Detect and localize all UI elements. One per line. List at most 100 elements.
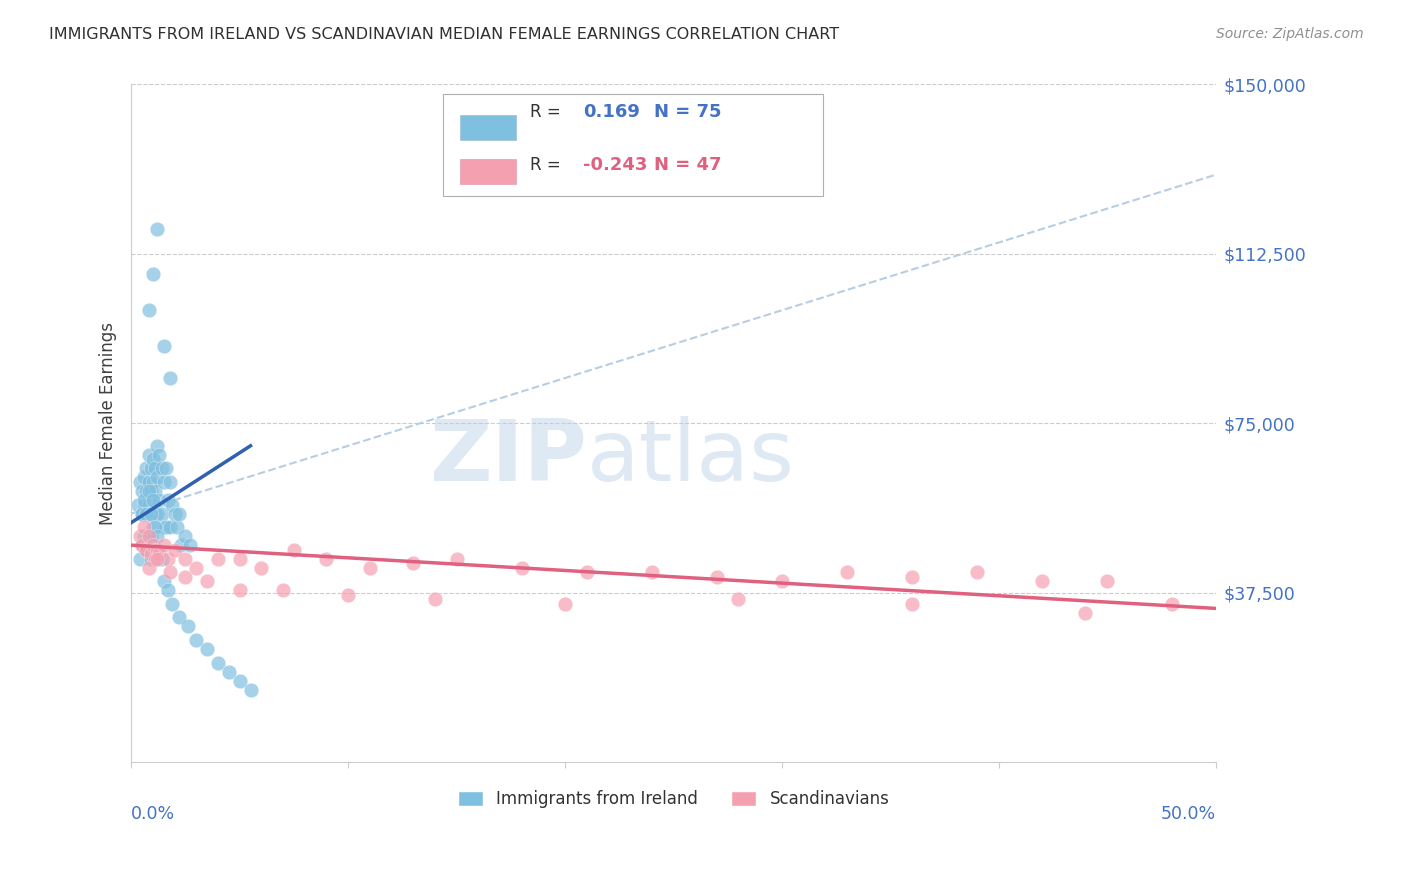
Point (510, 560, 533, 574)
Point (159, 371, 181, 385)
Point (146, 439, 169, 453)
Point (228, 673, 250, 688)
Point (138, 498, 160, 512)
Point (166, 520, 188, 534)
Point (134, 520, 156, 534)
Point (446, 551, 468, 566)
Point (131, 507, 153, 521)
Point (163, 507, 186, 521)
Point (142, 493, 165, 508)
Point (134, 493, 156, 508)
Text: R =: R = (530, 103, 567, 121)
Point (134, 470, 156, 484)
Point (250, 560, 273, 574)
Point (131, 538, 153, 552)
Point (159, 520, 181, 534)
Point (138, 560, 160, 574)
Point (170, 538, 193, 552)
Point (174, 529, 197, 543)
Point (129, 551, 152, 566)
Point (131, 507, 153, 521)
Point (186, 633, 208, 648)
Point (146, 542, 169, 557)
Point (195, 574, 218, 589)
Point (176, 619, 198, 633)
Point (134, 529, 156, 543)
Point (142, 498, 165, 512)
Point (159, 566, 181, 580)
Point (770, 574, 793, 589)
Point (359, 560, 381, 574)
Point (207, 656, 229, 670)
Point (143, 461, 166, 475)
Point (152, 475, 174, 489)
Point (142, 475, 165, 489)
Point (271, 583, 294, 598)
Point (727, 592, 749, 607)
Point (139, 507, 162, 521)
Point (143, 507, 166, 521)
Point (157, 493, 180, 508)
Point (135, 483, 157, 498)
Point (135, 507, 157, 521)
Text: 50.0%: 50.0% (1160, 805, 1216, 823)
Point (146, 222, 169, 236)
Point (162, 597, 184, 611)
Point (129, 529, 152, 543)
Point (1095, 574, 1118, 589)
Point (423, 592, 446, 607)
Point (167, 507, 190, 521)
Point (228, 583, 250, 598)
Point (315, 551, 337, 566)
Point (162, 498, 184, 512)
Point (146, 529, 169, 543)
Point (150, 507, 173, 521)
Point (835, 566, 858, 580)
Point (139, 547, 162, 561)
Point (142, 520, 165, 534)
Point (142, 267, 165, 281)
Point (139, 551, 162, 566)
Text: N = 47: N = 47 (654, 156, 721, 175)
Point (131, 483, 153, 498)
Point (157, 551, 180, 566)
Point (402, 556, 425, 570)
Point (152, 538, 174, 552)
Point (135, 507, 157, 521)
Point (138, 448, 160, 462)
Point (135, 461, 157, 475)
Point (143, 483, 166, 498)
Text: R =: R = (530, 156, 567, 175)
Point (901, 597, 924, 611)
Point (146, 507, 169, 521)
Point (138, 529, 160, 543)
Point (148, 448, 170, 462)
Point (139, 461, 162, 475)
Point (139, 529, 162, 543)
Point (174, 551, 197, 566)
Point (1074, 606, 1097, 620)
Point (135, 542, 157, 557)
Point (1161, 597, 1184, 611)
Point (228, 551, 250, 566)
Point (218, 665, 240, 679)
Point (135, 542, 157, 557)
Point (706, 570, 728, 584)
Point (195, 642, 218, 657)
Point (143, 551, 166, 566)
Point (131, 538, 153, 552)
Point (142, 452, 165, 467)
Text: N = 75: N = 75 (654, 103, 721, 121)
Point (179, 538, 201, 552)
Point (167, 610, 190, 624)
Text: -0.243: -0.243 (583, 156, 648, 175)
Text: atlas: atlas (586, 416, 794, 499)
Point (239, 682, 262, 697)
Point (150, 461, 173, 475)
Y-axis label: Median Female Earnings: Median Female Earnings (100, 322, 117, 524)
Point (138, 529, 160, 543)
Text: 0.0%: 0.0% (131, 805, 176, 823)
Point (139, 507, 162, 521)
Text: IMMIGRANTS FROM IRELAND VS SCANDINAVIAN MEDIAN FEMALE EARNINGS CORRELATION CHART: IMMIGRANTS FROM IRELAND VS SCANDINAVIAN … (49, 27, 839, 42)
Point (157, 583, 180, 598)
